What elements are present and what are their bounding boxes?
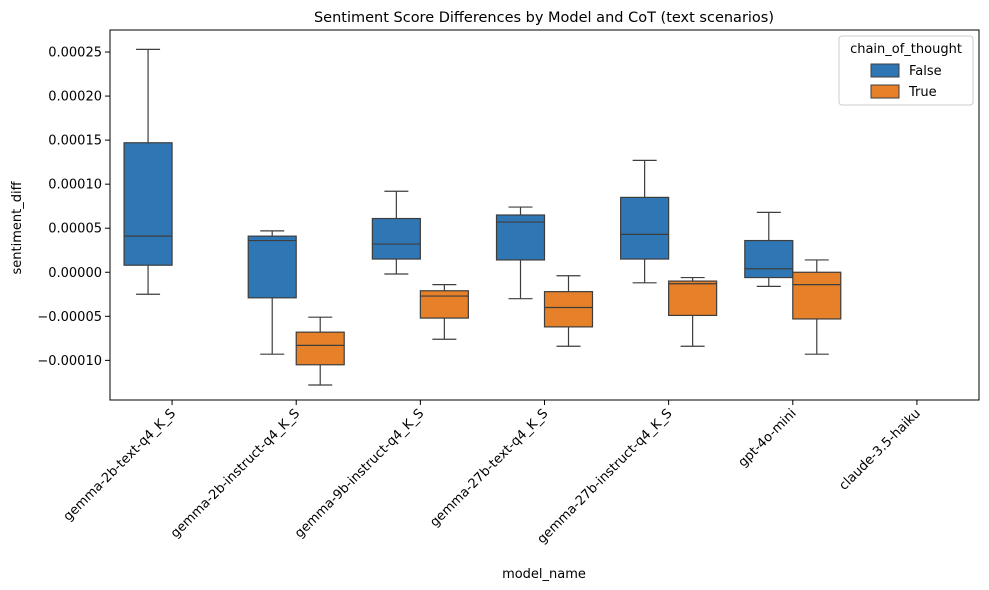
iqr-box — [247, 235, 297, 299]
box-false-2 — [371, 190, 421, 275]
iqr-box — [543, 291, 594, 328]
x-tick-label: gemma-27b-instruct-q4_K_S — [535, 406, 676, 547]
legend-label: True — [908, 85, 937, 100]
legend-swatch — [870, 84, 900, 99]
legend: chain_of_thought False True — [838, 35, 974, 106]
y-tick-label: 0.00015 — [48, 134, 102, 149]
x-tick-label: gemma-2b-text-q4_K_S — [61, 406, 179, 524]
box-true-2 — [419, 283, 469, 340]
legend-swatch — [870, 63, 900, 78]
box-true-3 — [543, 275, 594, 347]
y-axis-label: sentiment_diff — [10, 180, 25, 274]
box-false-3 — [495, 206, 546, 300]
x-tick-label: claude-3.5-haiku — [836, 406, 923, 493]
iqr-box — [668, 280, 718, 317]
x-tick-label: gemma-27b-text-q4_K_S — [427, 406, 551, 530]
iqr-box — [419, 290, 469, 319]
y-axis: 0.00025 0.00020 0.00015 0.00010 0.00005 0.000… — [37, 46, 110, 369]
y-tick-label: −0.00005 — [37, 310, 102, 325]
iqr-box — [792, 271, 842, 320]
box-false-4 — [620, 159, 670, 284]
plot-area — [123, 48, 842, 386]
x-axis: gemma-2b-text-q4_K_Sgemma-2b-instruct-q4… — [61, 400, 924, 547]
iqr-box — [123, 142, 173, 266]
iqr-box — [295, 331, 345, 366]
box-true-1 — [295, 316, 345, 386]
x-axis-label: model_name — [502, 567, 586, 582]
x-tick-label: gemma-2b-instruct-q4_K_S — [168, 406, 303, 541]
legend-title: chain_of_thought — [850, 42, 962, 57]
box-true-4 — [668, 276, 718, 347]
y-tick-label: 0.00020 — [48, 90, 102, 105]
iqr-box — [620, 196, 670, 260]
chart-title: Sentiment Score Differences by Model and… — [314, 10, 774, 26]
box-false-0 — [123, 48, 173, 295]
y-tick-label: 0.00000 — [48, 266, 102, 281]
x-tick-label: gpt-4o-mini — [736, 406, 800, 470]
y-tick-label: −0.00010 — [37, 354, 102, 369]
y-tick-label: 0.00010 — [48, 178, 102, 193]
y-tick-label: 0.00005 — [48, 222, 102, 237]
box-false-5 — [744, 211, 794, 287]
box-true-5 — [792, 259, 842, 355]
iqr-box — [371, 217, 421, 260]
iqr-box — [744, 239, 794, 279]
y-tick-label: 0.00025 — [48, 46, 102, 61]
x-tick-label: gemma-9b-instruct-q4_K_S — [292, 406, 427, 541]
legend-label: False — [909, 64, 942, 79]
box-false-1 — [247, 230, 297, 355]
